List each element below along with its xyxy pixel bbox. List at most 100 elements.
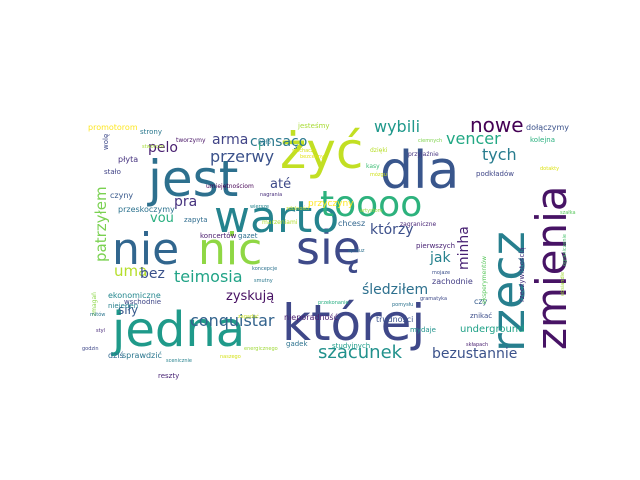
word-93: nagrania (260, 192, 282, 198)
word-12: nowe (470, 113, 524, 137)
word-86: ciemnych (418, 138, 442, 144)
word-4: żyć (280, 122, 363, 180)
word-89: koncepcje (252, 266, 277, 272)
word-30: jak (429, 250, 451, 266)
word-44: stało (104, 168, 121, 176)
word-9: której (282, 294, 425, 352)
word-48: zapyta (184, 216, 208, 224)
word-40: jesteśmy (297, 122, 330, 130)
word-24: uma (114, 262, 147, 280)
word-2: się (296, 221, 361, 275)
word-82: było (258, 139, 271, 146)
word-17: przerwy (210, 147, 274, 166)
word-29: minha (456, 226, 472, 270)
word-33: zyskują (226, 289, 274, 304)
word-81: tworzymy (176, 137, 206, 144)
word-60: znikać (470, 312, 492, 320)
word-79: dzięki (370, 147, 388, 154)
word-67: gadek (286, 340, 308, 348)
word-38: promotorom (88, 123, 138, 132)
word-99: bezcenny (300, 154, 324, 160)
word-13: wybili (374, 117, 420, 136)
word-8: jedna (111, 302, 245, 358)
word-15: arma (212, 132, 248, 148)
word-83: zagraniczne (400, 221, 436, 228)
word-105: aplauz (348, 248, 365, 254)
word-20: pelo (148, 140, 178, 156)
word-46: czyny (110, 191, 133, 200)
word-80: przyjaźnie (408, 151, 439, 158)
word-88: dotakty (540, 166, 559, 172)
word-27: którzy (370, 222, 414, 238)
word-65: dziś (108, 350, 124, 360)
word-23: vou (150, 211, 174, 226)
word-18: i (258, 139, 261, 153)
word-47: przeskoczymy (118, 205, 175, 214)
word-68: podkładów (476, 170, 514, 178)
word-69: kasy (366, 163, 380, 170)
word-78: scenicznie (166, 358, 192, 364)
word-28: patrzyłem (92, 186, 110, 262)
word-75: mitów (90, 311, 105, 318)
word-43: płyta (118, 155, 138, 164)
word-71: marzeniami (262, 219, 298, 226)
word-57: pierwszych (416, 242, 455, 250)
word-90: smutny (254, 278, 273, 284)
word-55: nieporadność (284, 312, 338, 322)
word-103: stwórcze (142, 143, 164, 150)
word-64: reszty (158, 372, 179, 380)
word-39: strony (140, 128, 162, 136)
word-11: rzecz (481, 231, 535, 352)
word-42: kolejna (530, 136, 555, 144)
word-3: jest (147, 150, 238, 208)
word-45: wolę (102, 134, 110, 150)
word-51: chcesz (338, 219, 365, 228)
word-100: zdolności (286, 205, 309, 212)
word-1: nic (198, 224, 262, 275)
word-73: eksperymentów (481, 256, 488, 304)
word-10: zmienia (527, 186, 576, 351)
word-102: pomysłu (392, 302, 413, 308)
word-35: bezustannie (432, 346, 517, 362)
word-98: energicznego (244, 346, 278, 352)
word-77: godzin (82, 346, 99, 352)
word-59: mydaje (410, 326, 436, 334)
word-49: koncertów (200, 232, 237, 240)
word-91: obsiandie (560, 272, 566, 296)
word-0: nie (112, 224, 179, 275)
word-52: niejeden (108, 302, 138, 310)
word-19: tych (482, 145, 517, 164)
word-50: gazet (238, 232, 258, 240)
word-53: ekonomiczne (108, 291, 161, 300)
word-7: toooo (320, 184, 422, 225)
word-104: wiersze (250, 204, 269, 210)
word-6: warto (214, 192, 339, 243)
word-107: mózgu (370, 171, 387, 178)
word-34: szacunek (318, 342, 403, 363)
word-14: vencer (446, 129, 501, 148)
word-74: zmagań (91, 292, 98, 316)
word-25: bez (140, 266, 165, 282)
word-63: studyjnych (332, 342, 370, 350)
word-16: cansaço (250, 134, 307, 150)
word-70: umiejętnościom (206, 183, 254, 190)
word-54: wschodnie (124, 298, 161, 306)
word-87: artystom (360, 208, 383, 214)
word-62: underground (460, 324, 525, 335)
word-97: przekonanie (318, 300, 349, 306)
word-36: siły (118, 303, 138, 317)
word-41: dołączymy (526, 123, 569, 132)
word-84: mojaze (432, 270, 450, 276)
word-94: ograniczenie (562, 234, 568, 266)
word-22: pra (174, 194, 197, 210)
word-31: śledziłem (362, 282, 428, 298)
word-96: zagadać (238, 313, 259, 320)
word-92: szałka (560, 210, 576, 216)
word-72: rzeczywistością (518, 247, 526, 302)
word-32: conquistar (190, 311, 275, 330)
word-58: zachodnie (432, 277, 473, 286)
word-85: skłapach (466, 342, 488, 348)
word-76: styl (96, 328, 105, 334)
word-66: sprawdzić (122, 350, 162, 360)
